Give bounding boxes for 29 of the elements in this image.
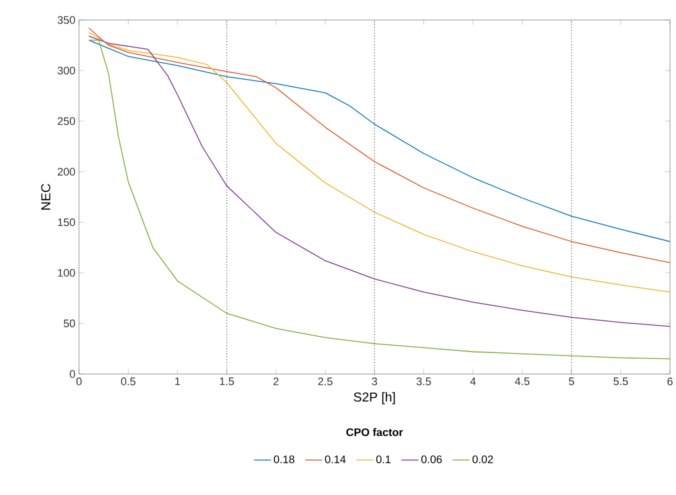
x-tick-label: 5 bbox=[568, 378, 574, 386]
legend-label: 0.14 bbox=[325, 455, 346, 464]
y-tick-label: 350 bbox=[58, 16, 76, 24]
y-axis-title: NEC bbox=[41, 184, 50, 210]
y-tick-label: 250 bbox=[58, 117, 76, 126]
legend-label: 0.02 bbox=[472, 455, 493, 464]
x-tick-label: 4 bbox=[470, 378, 476, 386]
x-tick-label: 1 bbox=[175, 378, 180, 386]
y-tick-label: 50 bbox=[64, 320, 76, 328]
x-tick-label: 5.5 bbox=[614, 378, 628, 386]
x-tick-label: 4.5 bbox=[514, 378, 530, 386]
x-tick-label: 6 bbox=[668, 378, 673, 386]
x-tick-label: 2 bbox=[274, 378, 279, 386]
x-tick-label: 2.5 bbox=[318, 378, 332, 386]
legend-label: 0.18 bbox=[274, 455, 294, 464]
y-tick-label: 150 bbox=[58, 218, 76, 226]
y-tick-label: 0 bbox=[70, 370, 76, 378]
x-tick-label: 0 bbox=[76, 378, 82, 386]
legend-title: CPO factor bbox=[346, 428, 403, 436]
x-tick-label: 3 bbox=[372, 378, 378, 386]
x-tick-label: 0.5 bbox=[121, 378, 136, 386]
legend-label: 0.1 bbox=[376, 455, 391, 464]
y-tick-label: 300 bbox=[58, 66, 76, 74]
x-tick-label: 3.5 bbox=[416, 378, 431, 386]
x-tick-label: 1.5 bbox=[220, 378, 234, 386]
y-tick-label: 200 bbox=[58, 168, 76, 176]
y-tick-label: 100 bbox=[58, 268, 76, 277]
x-axis-title: S2P [h] bbox=[354, 392, 395, 404]
legend-label: 0.06 bbox=[421, 455, 442, 464]
